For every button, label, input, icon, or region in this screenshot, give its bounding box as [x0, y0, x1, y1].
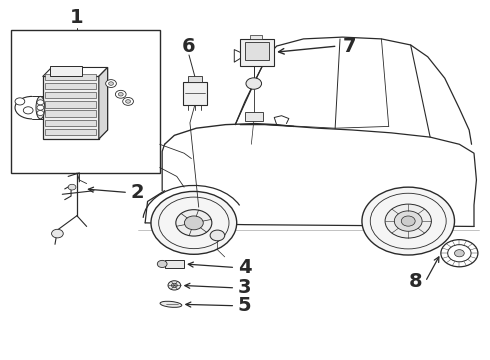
Polygon shape: [99, 67, 108, 139]
Circle shape: [37, 111, 44, 116]
Circle shape: [168, 281, 181, 290]
Circle shape: [109, 82, 114, 85]
Text: 3: 3: [238, 278, 251, 297]
Bar: [188, 76, 202, 82]
Bar: [165, 260, 184, 268]
Circle shape: [176, 210, 212, 236]
Bar: [45, 111, 97, 117]
Circle shape: [68, 184, 76, 190]
Circle shape: [401, 216, 415, 226]
Circle shape: [15, 98, 25, 105]
Text: 7: 7: [343, 37, 356, 55]
Bar: [245, 42, 270, 60]
Circle shape: [24, 107, 33, 114]
Circle shape: [394, 211, 422, 231]
Bar: [183, 82, 207, 105]
Text: 8: 8: [409, 272, 423, 291]
Bar: [45, 129, 97, 135]
Circle shape: [37, 100, 44, 105]
Bar: [11, 30, 160, 173]
Bar: [45, 120, 97, 126]
Circle shape: [184, 216, 203, 230]
Circle shape: [157, 260, 167, 267]
Circle shape: [125, 100, 130, 103]
Circle shape: [118, 93, 123, 96]
Circle shape: [37, 105, 44, 110]
Circle shape: [122, 98, 133, 105]
Circle shape: [455, 249, 464, 257]
Text: 4: 4: [238, 258, 251, 277]
Circle shape: [151, 192, 237, 254]
Bar: [45, 73, 97, 80]
Text: 1: 1: [70, 8, 84, 27]
Circle shape: [246, 78, 262, 89]
Circle shape: [385, 204, 431, 238]
Circle shape: [172, 283, 177, 288]
Bar: [240, 39, 274, 66]
Bar: [45, 101, 97, 108]
Text: 2: 2: [130, 183, 144, 202]
Bar: [245, 112, 263, 121]
Text: 6: 6: [182, 37, 196, 55]
Bar: [250, 35, 262, 39]
Circle shape: [362, 187, 455, 255]
Ellipse shape: [160, 301, 182, 307]
Bar: [45, 92, 97, 98]
Bar: [45, 83, 97, 89]
Circle shape: [116, 90, 126, 98]
Circle shape: [106, 80, 116, 87]
Bar: [50, 66, 82, 76]
Text: 5: 5: [238, 296, 251, 315]
Bar: [43, 76, 99, 139]
Circle shape: [210, 230, 225, 241]
Ellipse shape: [36, 96, 45, 119]
Circle shape: [51, 229, 63, 238]
